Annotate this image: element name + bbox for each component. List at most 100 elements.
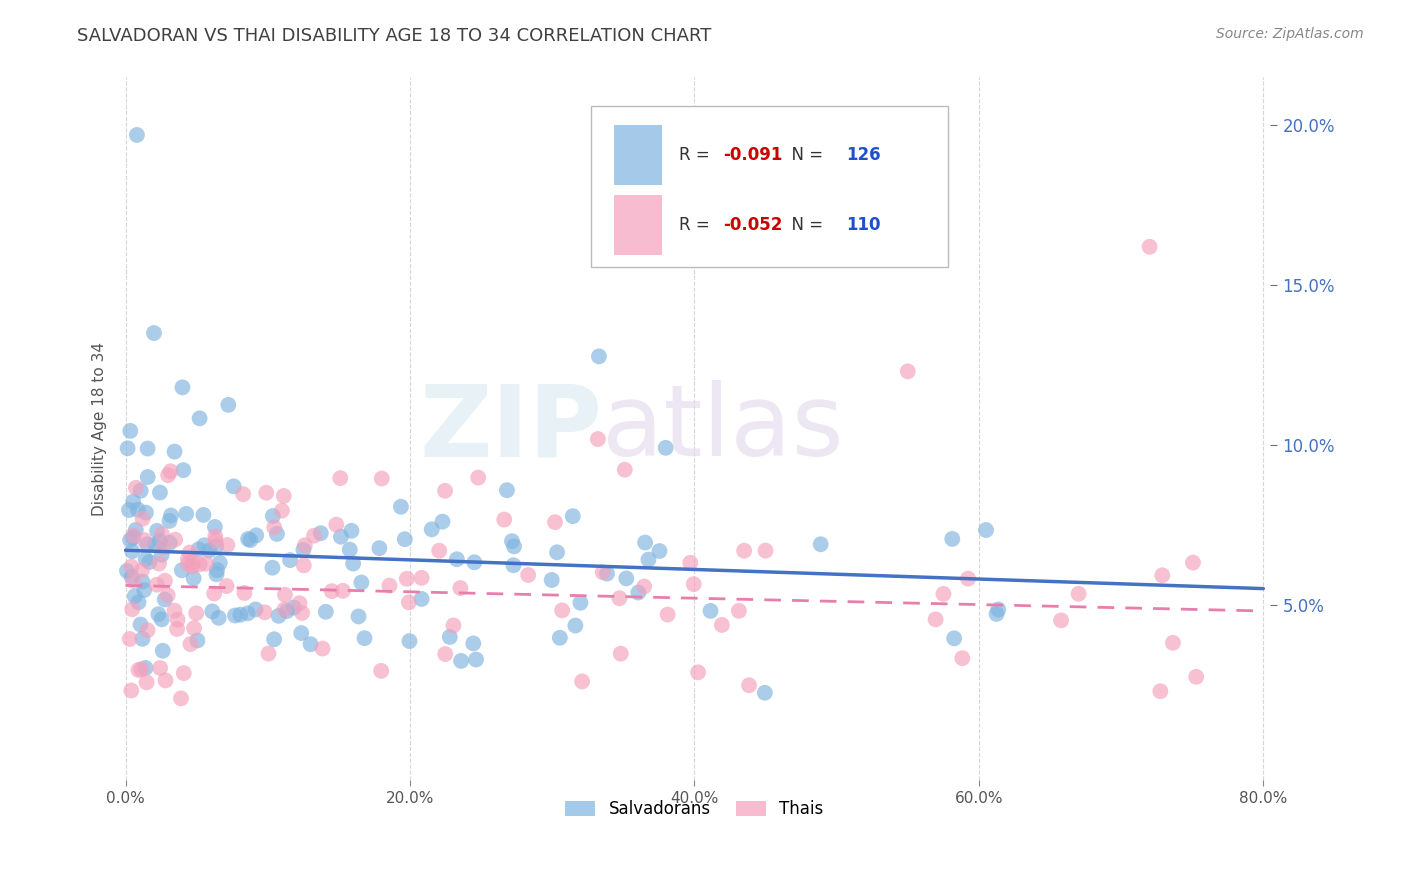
Point: [420, 522, 443, 536]
Legend: Salvadorans, Thais: Salvadorans, Thais: [558, 793, 830, 825]
Point: [463, 555, 485, 569]
Point: [290, 626, 312, 640]
Point: [733, 543, 755, 558]
Point: [143, 326, 166, 340]
Point: [188, 411, 211, 425]
Point: [193, 538, 215, 552]
Point: [257, 647, 280, 661]
Point: [941, 532, 963, 546]
Point: [181, 559, 204, 574]
Point: [613, 463, 636, 477]
Text: ZIP: ZIP: [419, 380, 602, 477]
Text: -0.091: -0.091: [723, 145, 783, 164]
Point: [329, 530, 352, 544]
Point: [131, 563, 153, 577]
Point: [150, 612, 173, 626]
Point: [208, 611, 231, 625]
Point: [204, 529, 226, 543]
Point: [292, 542, 315, 557]
Point: [217, 398, 239, 412]
Point: [177, 557, 200, 571]
Point: [166, 613, 188, 627]
Point: [283, 600, 305, 615]
Point: [159, 464, 181, 478]
Point: [127, 502, 149, 516]
Point: [160, 508, 183, 523]
Point: [278, 553, 301, 567]
Point: [432, 515, 454, 529]
Point: [571, 674, 593, 689]
Point: [548, 631, 571, 645]
Point: [187, 542, 209, 557]
Point: [273, 489, 295, 503]
Point: [494, 512, 516, 526]
Point: [181, 556, 204, 570]
Point: [262, 560, 284, 574]
Point: [1139, 240, 1161, 254]
Bar: [614, 125, 662, 185]
Point: [134, 583, 156, 598]
Text: R =: R =: [679, 216, 716, 234]
Point: [186, 633, 208, 648]
Point: [1161, 636, 1184, 650]
Point: [1181, 556, 1204, 570]
Point: [427, 543, 450, 558]
Point: [342, 557, 364, 571]
Y-axis label: Disability Age 18 to 34: Disability Age 18 to 34: [93, 342, 107, 516]
Point: [149, 485, 172, 500]
Point: [540, 573, 562, 587]
Point: [135, 675, 157, 690]
Point: [738, 678, 761, 692]
Point: [710, 618, 733, 632]
Point: [517, 568, 540, 582]
Point: [186, 607, 208, 621]
Point: [120, 559, 142, 574]
Point: [135, 506, 157, 520]
Point: [434, 647, 457, 661]
Point: [325, 517, 347, 532]
Point: [546, 545, 568, 559]
Point: [229, 607, 252, 622]
Point: [204, 533, 226, 548]
Text: 126: 126: [846, 145, 882, 164]
Point: [897, 364, 920, 378]
Point: [679, 556, 702, 570]
Point: [215, 579, 238, 593]
Point: [609, 591, 631, 606]
Point: [152, 541, 174, 555]
Point: [411, 571, 433, 585]
Point: [129, 617, 152, 632]
Point: [267, 608, 290, 623]
Point: [588, 350, 610, 364]
Point: [271, 503, 294, 517]
Point: [159, 514, 181, 528]
Point: [1185, 670, 1208, 684]
Point: [174, 507, 197, 521]
Point: [163, 604, 186, 618]
Point: [699, 604, 721, 618]
Point: [136, 470, 159, 484]
Point: [131, 574, 153, 589]
Point: [170, 691, 193, 706]
Point: [134, 533, 156, 548]
Text: R =: R =: [679, 145, 716, 164]
Point: [654, 441, 676, 455]
Point: [637, 552, 659, 566]
Point: [172, 463, 194, 477]
Point: [224, 608, 246, 623]
Point: [202, 586, 225, 600]
Point: [648, 544, 671, 558]
Text: N =: N =: [780, 145, 828, 164]
Point: [122, 530, 145, 544]
Point: [276, 604, 298, 618]
Point: [434, 483, 457, 498]
Point: [957, 572, 980, 586]
Point: [232, 487, 254, 501]
Point: [987, 602, 1010, 616]
Point: [496, 483, 519, 498]
Point: [309, 526, 332, 541]
Point: [353, 631, 375, 645]
Point: [149, 661, 172, 675]
Point: [254, 485, 277, 500]
Point: [125, 128, 148, 142]
